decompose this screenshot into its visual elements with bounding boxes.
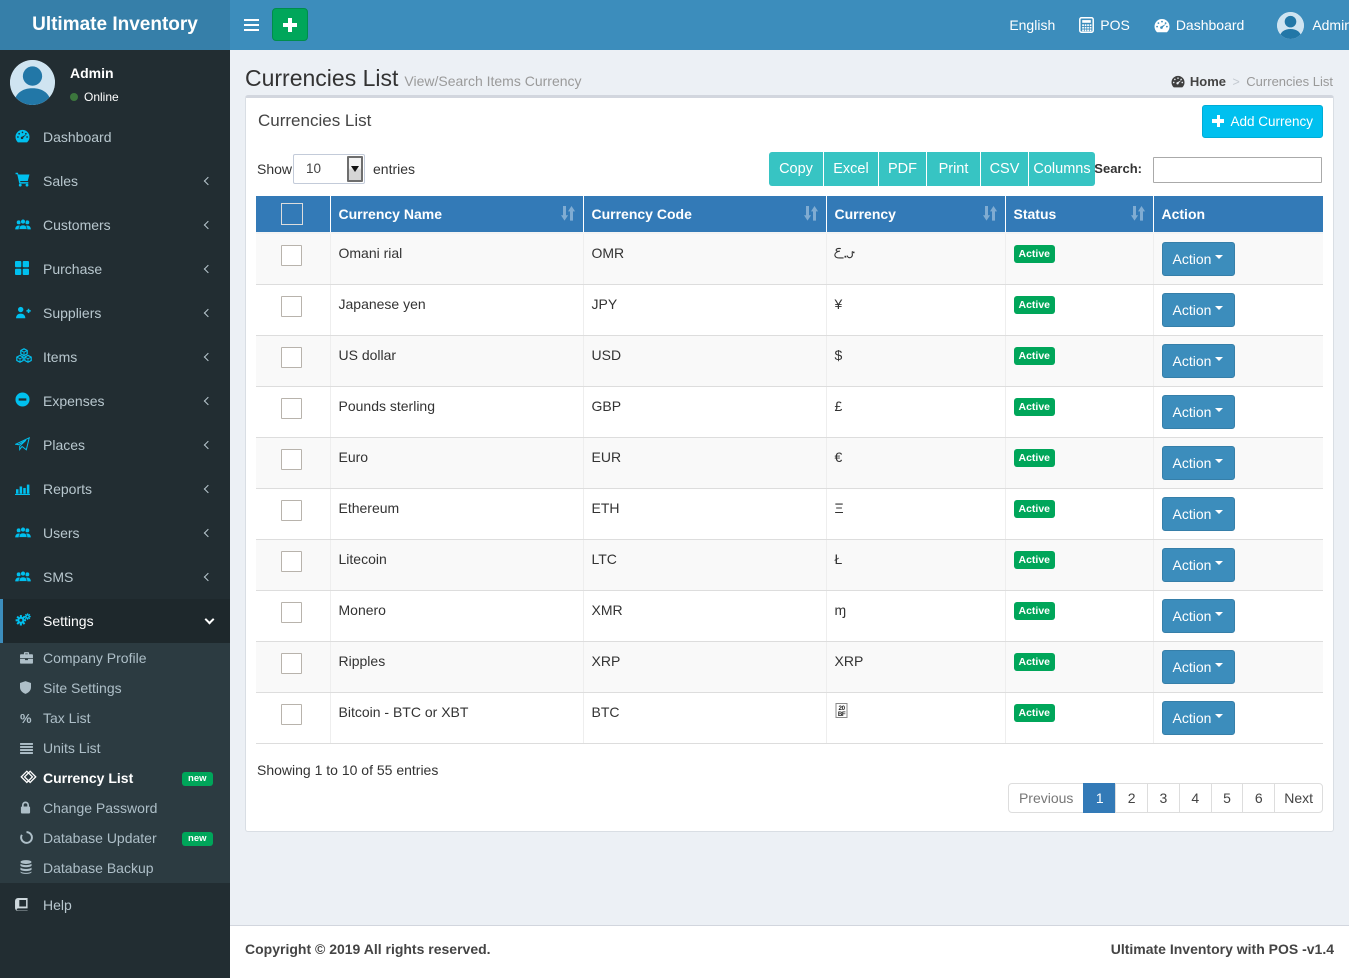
svg-text:20: 20	[838, 705, 845, 712]
svg-text:BF: BF	[837, 711, 845, 718]
